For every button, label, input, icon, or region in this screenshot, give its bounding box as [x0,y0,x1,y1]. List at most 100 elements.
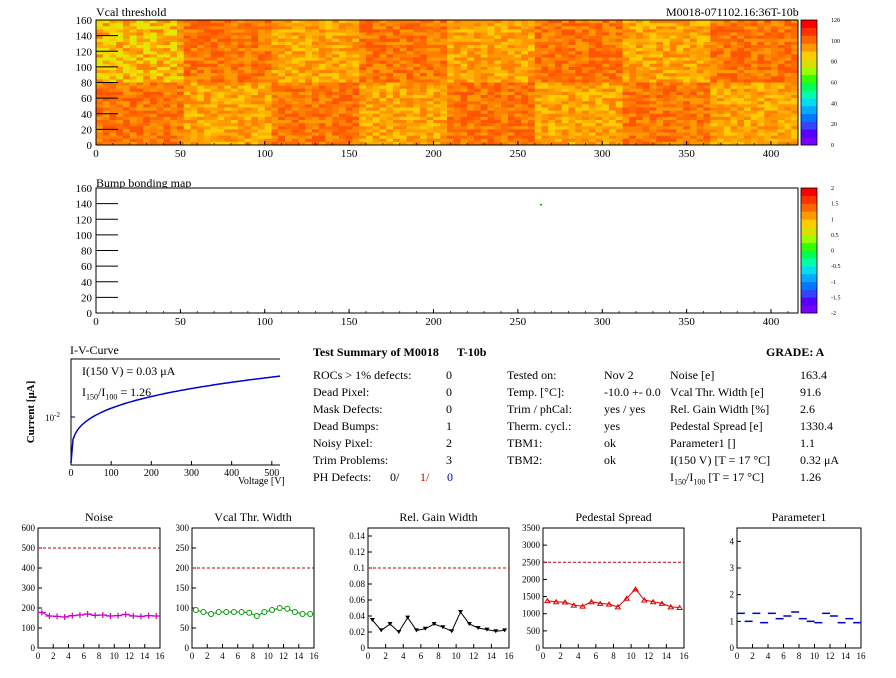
vcal-map-cell [440,79,448,83]
vcal-map-cell [109,57,117,61]
vcal-map-cell [588,107,596,111]
vcal-map-cell [332,107,340,111]
vcal-map-cell [588,79,596,83]
vcal-map-cell [622,32,630,36]
vcal-map-cell [116,41,124,46]
vcal-map-cell [501,113,509,118]
vcal-map-cell [642,123,650,127]
vcal-map-cell [723,38,731,43]
vcal-map-cell [501,88,509,93]
vcal-map-cell [426,66,434,71]
vcal-map-cell [460,138,468,143]
vcal-map-cell [656,48,664,52]
vcal-map-cell [744,63,752,68]
vcal-map-cell [224,129,232,133]
vcal-map-cell [480,20,488,24]
vcal-map-cell [717,91,725,96]
vcal-map-cell [197,79,205,83]
vcal-map-cell [190,20,198,24]
vcal-map-cell [399,38,407,43]
vcal-map-cell [285,82,293,86]
vcal-map-cell [204,95,212,99]
vcal-map-cell [683,138,691,143]
vcal-map-cell [737,88,745,93]
vcal-map-cell [676,73,684,77]
vcal-map-cell [764,91,772,96]
vcal-map-cell [312,113,320,118]
vcal-map-cell [548,35,556,40]
vcal-map-cell [703,141,711,146]
vcal-map-cell [514,126,522,130]
vcal-map-cell [507,79,515,83]
vcal-map-cell [345,20,353,24]
vcal-map-cell [332,63,340,68]
vcal-map-cell [433,60,441,65]
vcal-map-cell [521,76,529,80]
vcal-map-cell [163,123,171,127]
vcal-map-cell [285,101,293,105]
vcal-map-cell [548,116,556,121]
vcal-map-cell [204,85,212,90]
vcal-map-cell [703,113,711,118]
vcal-map-cell [447,35,455,40]
vcal-map-cell [217,126,225,130]
vcal-map-cell [629,85,637,90]
vcal-map-cell [345,98,353,102]
vcal-map-cell [507,113,515,118]
vcal-map-cell [136,135,144,140]
vcal-map-cell [96,66,104,71]
vcal-map-cell [359,48,367,52]
vcal-map-cell [582,132,590,136]
vcal-map-cell [109,79,117,83]
vcal-map-cell [480,26,488,30]
vcal-map-cell [244,123,252,127]
vcal-map-cell [744,54,752,58]
vcal-map-cell [757,79,765,83]
vcal-map-cell [433,32,441,36]
vcal-map-cell [379,23,387,27]
vcal-map-cell [291,70,299,74]
vcal-map-cell [109,66,117,71]
vcal-map-cell [737,85,745,90]
vcal-map-cell [386,35,394,40]
vcal-map-cell [561,57,569,61]
vcal-map-cell [372,54,380,58]
vcal-map-cell [406,88,414,93]
summary-label: TBM2: [507,453,543,467]
vcal-map-cell [494,63,502,68]
vcal-map-cell [467,70,475,74]
vcal-map-cell [683,63,691,68]
vcal-map-cell [197,85,205,90]
vcal-map-cell [467,57,475,61]
vcal-map-cell [190,88,198,93]
vcal-map-cell [359,104,367,108]
vcal-map-cell [555,101,563,105]
vcal-map-cell [170,70,178,74]
vcal-map-cell [359,20,367,24]
vcal-map-cell [325,85,333,90]
vcal-map-cell [507,41,515,46]
vcal-map-cell [487,45,495,49]
vcal-map-cell [622,138,630,143]
vcal-map-cell [440,107,448,111]
vcal-map-cell [548,95,556,99]
vcal-map-cell [568,120,576,124]
vcal-map-cell [703,132,711,136]
vcal-map-cell [669,132,677,136]
vcal-map-cell [312,104,320,108]
vcal-map-cell [339,101,347,105]
vcal-map-cell [163,88,171,93]
vcal-map-cell [258,32,266,36]
vcal-map-cell [258,60,266,65]
vcal-map-cell [447,48,455,52]
vcal-map-cell [258,79,266,83]
vcal-map-cell [332,32,340,36]
vcal-map-cell [777,104,785,108]
vcal-map-cell [285,135,293,140]
vcal-map-cell [116,107,124,111]
vcal-map-cell [474,104,482,108]
vcal-map-cell [170,79,178,83]
vcal-map-cell [102,104,110,108]
vcal-map-cell [150,54,158,58]
vcal-map-cell [325,132,333,136]
